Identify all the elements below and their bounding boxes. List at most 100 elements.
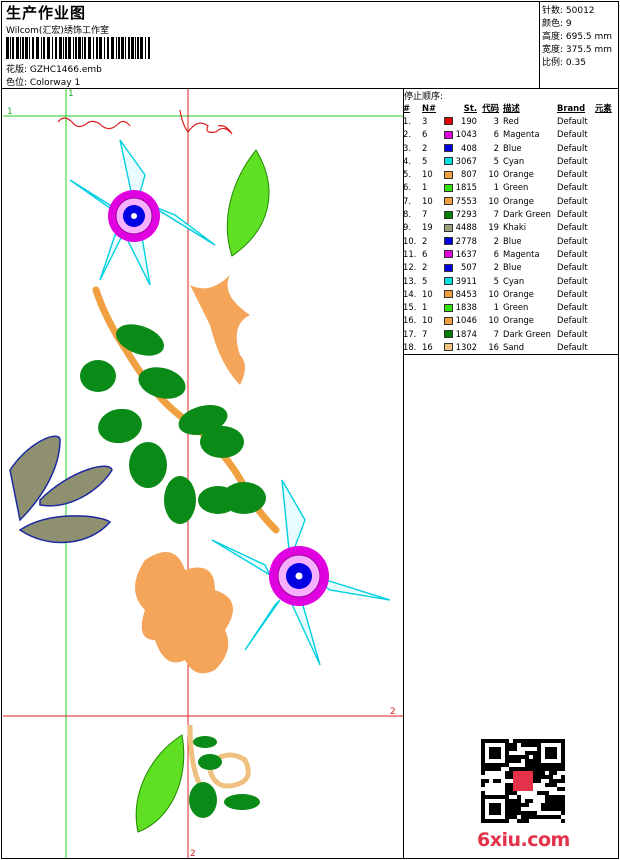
row-brand: Default xyxy=(557,328,588,339)
row-index: 14. xyxy=(403,288,417,299)
color-swatch xyxy=(444,181,455,194)
row-code: 2 xyxy=(493,262,499,273)
row-code: 5 xyxy=(493,155,499,166)
row-element xyxy=(595,247,619,260)
row-stitches: 807 xyxy=(461,169,477,180)
row-code: 5 xyxy=(493,275,499,286)
row-index: 4. xyxy=(403,155,411,166)
color-swatch-icon xyxy=(444,290,453,299)
row-description: Blue xyxy=(503,262,522,273)
row-element xyxy=(595,261,619,274)
row-description: Orange xyxy=(503,315,534,326)
row-element xyxy=(595,234,619,247)
color-swatch-icon xyxy=(444,316,453,325)
row-stitches: 408 xyxy=(461,142,477,153)
row-description: Khaki xyxy=(503,222,527,233)
khaki-leaves xyxy=(9,435,113,544)
row-index: 16. xyxy=(403,315,417,326)
row-stitches: 1043 xyxy=(455,129,477,140)
color-swatch-icon xyxy=(444,223,453,232)
row-stitches: 1815 xyxy=(455,182,477,193)
row-element xyxy=(595,167,619,180)
company-name: Wilcom(汇宏)绣饰工作室 xyxy=(6,26,109,36)
row-code: 7 xyxy=(493,209,499,220)
color-swatch-icon xyxy=(444,157,453,166)
row-stitches: 507 xyxy=(461,262,477,273)
row-needle: 5 xyxy=(422,275,428,286)
color-swatch xyxy=(444,114,455,127)
color-swatch-icon xyxy=(444,210,453,219)
color-swatch xyxy=(444,314,455,327)
row-needle: 10 xyxy=(422,169,433,180)
color-swatch xyxy=(444,327,455,340)
table-row: 10. 2 2778 2 Blue Default xyxy=(403,234,619,247)
color-swatch-icon xyxy=(444,183,453,192)
color-swatch xyxy=(444,221,455,234)
color-swatch-icon xyxy=(444,250,453,259)
table-row: 4. 5 3067 5 Cyan Default xyxy=(403,154,619,167)
color-swatch-icon xyxy=(444,263,453,272)
row-code: 19 xyxy=(488,222,499,233)
row-needle: 3 xyxy=(422,115,428,126)
row-needle: 10 xyxy=(422,195,433,206)
row-brand: Default xyxy=(557,129,588,140)
row-code: 10 xyxy=(488,195,499,206)
row-needle: 7 xyxy=(422,328,428,339)
row-code: 1 xyxy=(493,302,499,313)
row-brand: Default xyxy=(557,315,588,326)
row-description: Cyan xyxy=(503,275,525,286)
design-file-label: 花版: GZHC1466.emb xyxy=(6,65,102,75)
table-row: 5. 10 807 10 Orange Default xyxy=(403,167,619,180)
row-needle: 7 xyxy=(422,209,428,220)
col-header-description: 描述 xyxy=(503,102,520,113)
row-index: 5. xyxy=(403,169,411,180)
row-brand: Default xyxy=(557,275,588,286)
row-code: 7 xyxy=(493,328,499,339)
row-brand: Default xyxy=(557,182,588,193)
row-brand: Default xyxy=(557,142,588,153)
row-code: 16 xyxy=(488,341,499,352)
design-scale: 比例: 0.35 xyxy=(542,58,586,68)
col-header-needle: N# xyxy=(422,102,437,113)
guide-marker-2-bottom: 2 xyxy=(190,849,196,859)
row-brand: Default xyxy=(557,302,588,313)
row-index: 9. xyxy=(403,222,411,233)
orange-fern-upper xyxy=(190,275,250,385)
color-swatch xyxy=(444,287,455,300)
color-swatch xyxy=(444,154,455,167)
row-stitches: 2778 xyxy=(455,235,477,246)
row-element xyxy=(595,181,619,194)
row-code: 2 xyxy=(493,235,499,246)
row-description: Sand xyxy=(503,341,525,352)
row-element xyxy=(595,141,619,154)
row-code: 10 xyxy=(488,288,499,299)
lower-flower xyxy=(211,479,391,666)
color-swatch-icon xyxy=(444,277,453,285)
color-swatch-icon xyxy=(444,343,453,352)
color-swatch xyxy=(444,300,455,313)
table-row: 18. 16 1302 16 Sand Default xyxy=(403,340,619,353)
row-index: 8. xyxy=(403,209,411,220)
row-brand: Default xyxy=(557,341,588,352)
row-code: 10 xyxy=(488,315,499,326)
row-stitches: 1637 xyxy=(455,248,477,259)
row-code: 3 xyxy=(493,115,499,126)
header-divider-horizontal xyxy=(1,88,619,89)
orange-fern-lower xyxy=(135,552,233,674)
row-description: Red xyxy=(503,115,519,126)
table-row: 9. 19 4488 19 Khaki Default xyxy=(403,221,619,234)
row-needle: 10 xyxy=(422,288,433,299)
row-code: 6 xyxy=(493,129,499,140)
row-element xyxy=(595,314,619,327)
color-swatch xyxy=(444,340,455,353)
row-element xyxy=(595,128,619,141)
table-row: 3. 2 408 2 Blue Default xyxy=(403,141,619,154)
row-needle: 2 xyxy=(422,262,428,273)
row-description: Dark Green xyxy=(503,209,551,220)
panel-divider xyxy=(403,88,404,859)
row-brand: Default xyxy=(557,262,588,273)
row-element xyxy=(595,340,619,353)
color-swatch-icon xyxy=(444,237,453,246)
row-brand: Default xyxy=(557,155,588,166)
color-swatch xyxy=(444,194,455,207)
